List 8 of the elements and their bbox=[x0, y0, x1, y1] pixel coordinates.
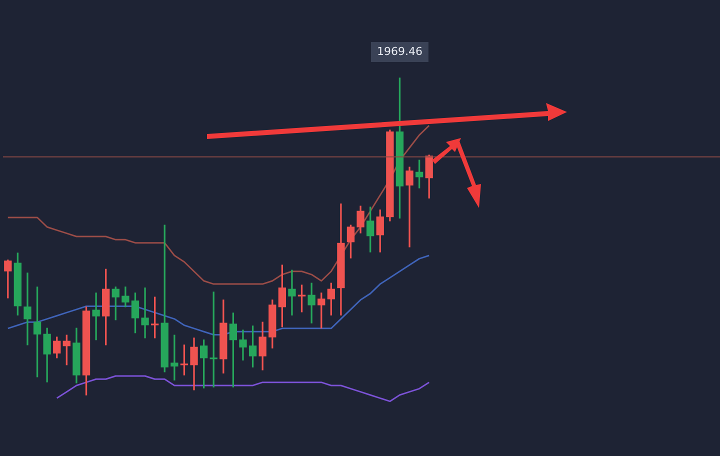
annotation: 1969.46 bbox=[376, 44, 422, 58]
candlestick bbox=[141, 288, 149, 338]
candlestick bbox=[92, 292, 100, 340]
candlestick bbox=[288, 270, 296, 316]
candlestick bbox=[406, 166, 414, 248]
candlestick bbox=[24, 272, 32, 346]
candlestick bbox=[170, 334, 178, 380]
candlestick bbox=[239, 330, 247, 360]
